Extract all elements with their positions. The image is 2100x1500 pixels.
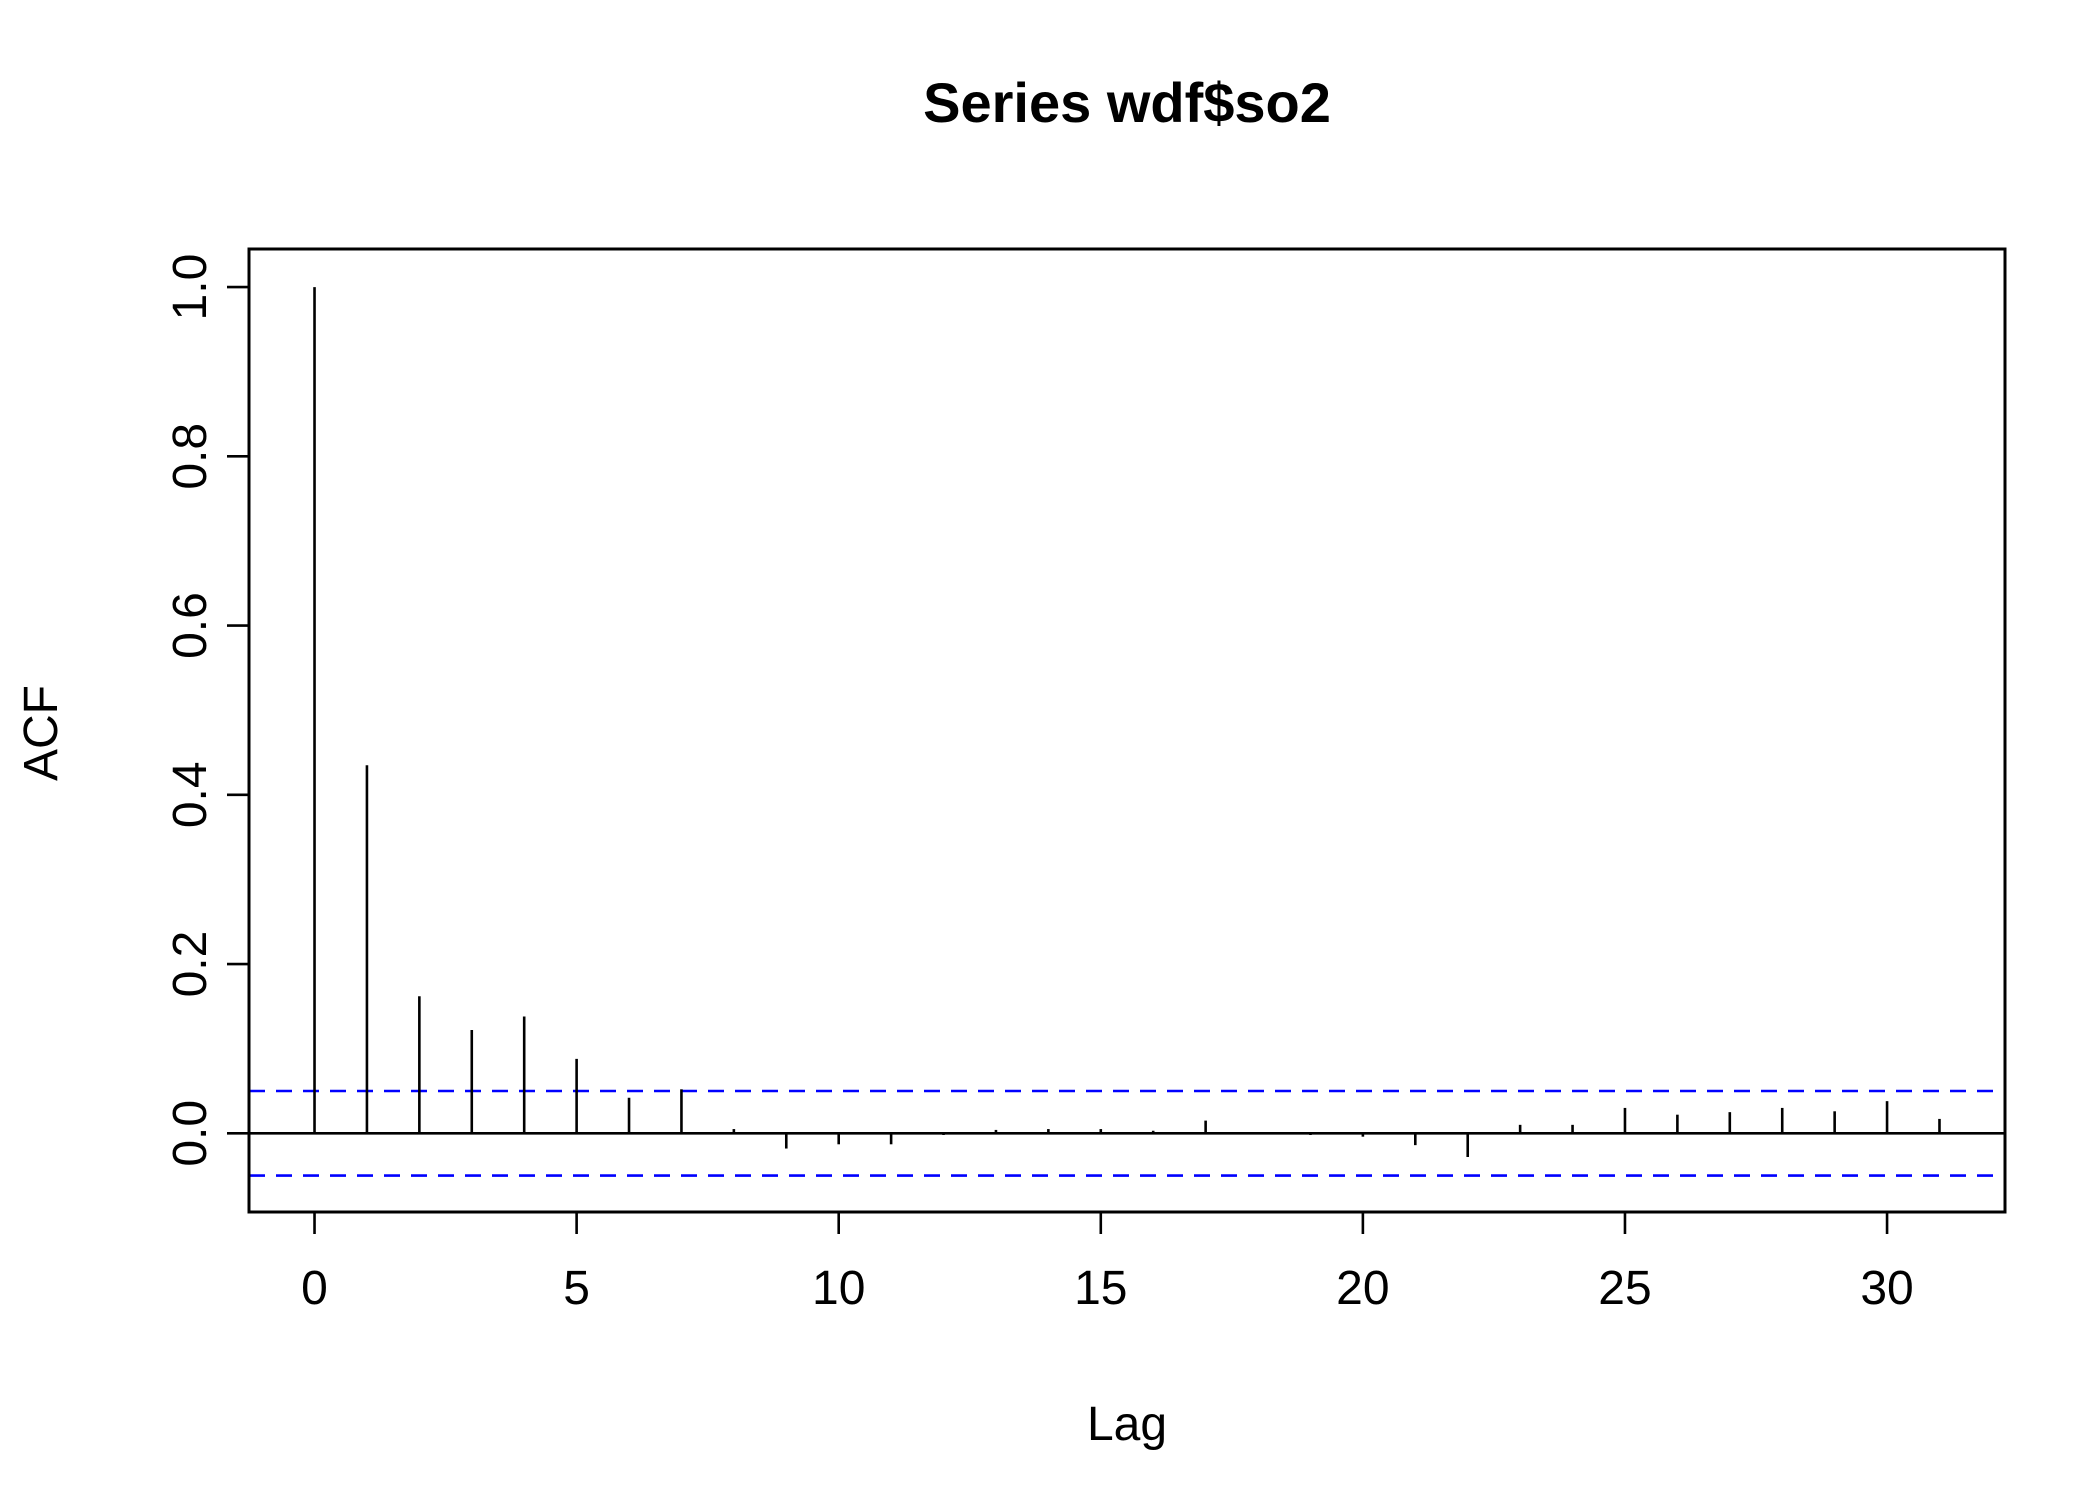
x-tick-label-25: 25	[1598, 1262, 1651, 1315]
y-axis: 0.0 0.2 0.4 0.6 0.8 1.0	[164, 254, 251, 1167]
chart-title: Series wdf$so2	[923, 71, 1331, 134]
plot-frame	[247, 247, 2007, 1214]
x-tick-label-30: 30	[1860, 1262, 1913, 1315]
y-axis-title: ACF	[15, 685, 68, 781]
x-axis: 0 5 10 15 20 25 30	[301, 1210, 1914, 1315]
x-tick-label-10: 10	[812, 1262, 865, 1315]
x-tick-label-20: 20	[1336, 1262, 1389, 1315]
x-tick-label-0: 0	[301, 1262, 328, 1315]
x-tick-label-15: 15	[1074, 1262, 1127, 1315]
y-tick-label-1: 0.2	[164, 931, 217, 998]
y-tick-label-2: 0.4	[164, 761, 217, 828]
plot-area	[249, 287, 2005, 1177]
y-tick-label-4: 0.8	[164, 423, 217, 490]
x-tick-label-5: 5	[563, 1262, 590, 1315]
y-tick-label-0: 0.0	[164, 1100, 217, 1167]
x-axis-title: Lag	[1087, 1398, 1167, 1451]
y-tick-label-3: 0.6	[164, 592, 217, 659]
y-tick-label-5: 1.0	[164, 254, 217, 321]
